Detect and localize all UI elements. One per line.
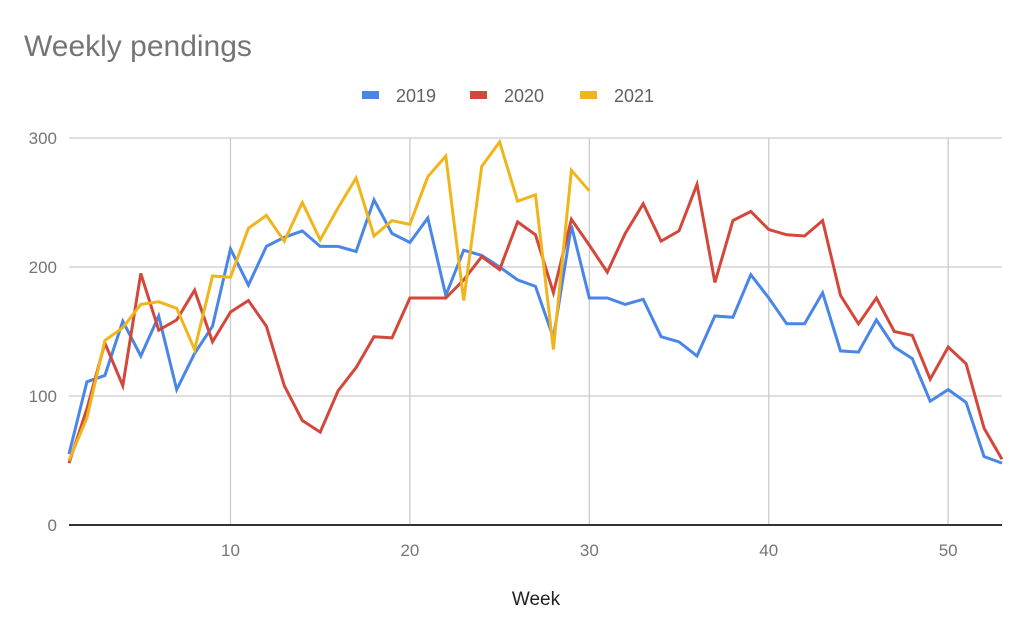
x-tick-label: 40	[759, 541, 778, 560]
chart-title: Weekly pendings	[24, 30, 252, 63]
legend-item-2019[interactable]: 2019	[362, 86, 436, 106]
legend-swatch	[470, 91, 487, 99]
legend-label: 2020	[504, 86, 544, 106]
x-tick-label: 20	[400, 541, 419, 560]
x-axis-label: Week	[512, 589, 561, 610]
series-line-2020	[67, 178, 1004, 464]
y-axis-ticks: 0 100 200 300	[29, 129, 57, 535]
legend: 2019 2020 2021	[362, 86, 654, 106]
y-tick-label: 300	[29, 129, 57, 148]
y-tick-label: 100	[29, 387, 57, 406]
legend-label: 2019	[396, 86, 436, 106]
legend-swatch	[362, 91, 379, 99]
legend-swatch	[580, 91, 597, 99]
series-lines	[67, 138, 1004, 465]
legend-item-2021[interactable]: 2021	[580, 86, 654, 106]
series-line-2019	[67, 196, 1003, 465]
x-tick-label: 50	[939, 541, 958, 560]
x-axis-ticks: 10 20 30 40 50	[221, 541, 958, 560]
y-tick-label: 0	[48, 516, 57, 535]
x-tick-label: 30	[580, 541, 599, 560]
gridlines	[69, 137, 1002, 525]
legend-label: 2021	[614, 86, 654, 106]
series-line-2021	[67, 138, 591, 462]
legend-item-2020[interactable]: 2020	[470, 86, 544, 106]
y-tick-label: 200	[29, 258, 57, 277]
x-tick-label: 10	[221, 541, 240, 560]
